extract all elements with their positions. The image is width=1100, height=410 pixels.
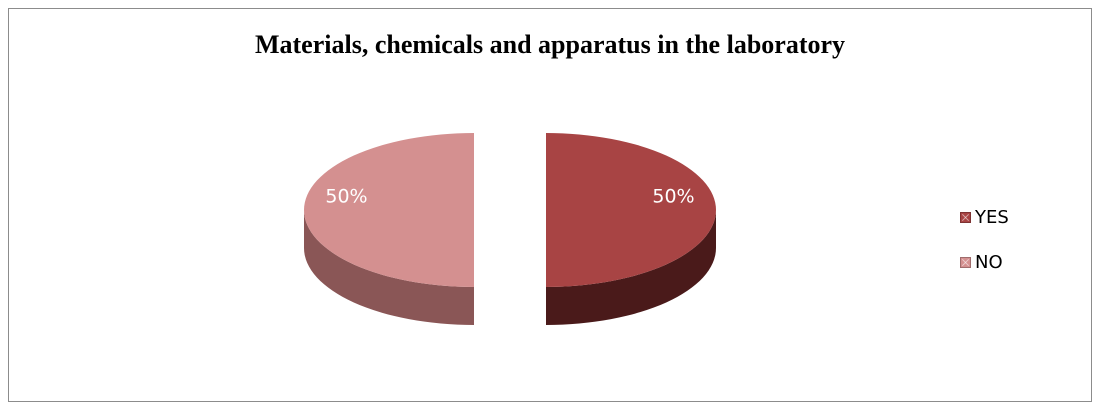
legend: YES NO	[960, 205, 1009, 295]
chart-title: Materials, chemicals and apparatus in th…	[254, 30, 846, 59]
pie-slice-yes: 50%	[546, 133, 716, 325]
pie-top-no	[304, 133, 474, 287]
legend-item-yes: YES	[960, 205, 1009, 229]
pie-top-yes	[546, 133, 716, 287]
pie-label-yes: 50%	[652, 185, 694, 207]
pie-label-no: 50%	[325, 185, 367, 207]
legend-label-no: NO	[975, 251, 1003, 273]
pie-side-yes	[546, 210, 716, 325]
legend-label-yes: YES	[975, 206, 1009, 228]
pie-side-no	[304, 210, 474, 325]
legend-item-no: NO	[960, 250, 1009, 274]
pie-slice-no: 50%	[304, 133, 474, 325]
legend-swatch-yes	[960, 211, 971, 223]
legend-swatch-no	[960, 256, 971, 268]
